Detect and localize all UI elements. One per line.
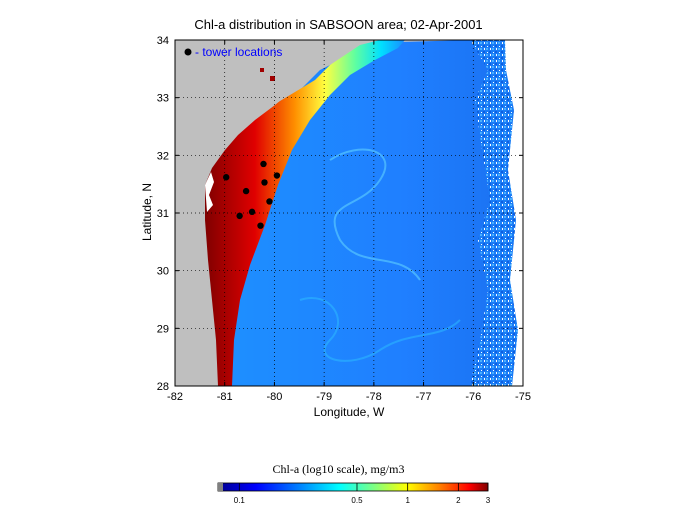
noisy-data-edge	[470, 40, 523, 386]
shelf-waters	[205, 40, 405, 386]
colorbar	[217, 482, 489, 492]
legend-label: - tower locations	[195, 45, 282, 59]
tower-marker	[260, 160, 267, 168]
colorbar-tick-label: 3	[486, 496, 491, 505]
coastline	[175, 40, 352, 386]
tower-markers	[223, 160, 281, 229]
legend-marker	[184, 48, 192, 56]
tower-marker	[266, 198, 273, 205]
coast-islands	[205, 172, 214, 212]
y-tick-label: 31	[157, 208, 169, 220]
x-tick-label: -76	[465, 391, 481, 403]
colorbar-ticks: 0.1 0.5 1 2 3	[234, 483, 491, 505]
grid	[175, 40, 523, 386]
tower-marker	[236, 212, 243, 220]
tower-marker	[223, 174, 230, 181]
y-tick-label: 28	[157, 381, 169, 393]
tower-marker	[242, 187, 250, 195]
y-tick-label: 33	[157, 93, 169, 105]
x-tick-label: -75	[515, 391, 531, 403]
map-title: Chl-a distribution in SABSOON area; 02-A…	[194, 17, 483, 32]
x-tick-label: -82	[167, 391, 183, 403]
x-tick-label: -77	[416, 391, 432, 403]
colorbar-tick-label: 1	[405, 496, 410, 505]
tower-marker	[257, 222, 264, 229]
eddy-feature	[299, 297, 461, 362]
x-tick-label: -81	[217, 391, 233, 403]
y-tick-label: 32	[157, 150, 169, 162]
colorbar-tick-label: 0.5	[351, 496, 363, 505]
no-data-area	[505, 40, 523, 386]
colorbar-title: Chl-a (log10 scale), mg/m3	[272, 462, 405, 476]
y-tick-label: 34	[157, 35, 169, 47]
y-axis-ticks: 28 29 30 31 32 33 34	[157, 35, 523, 393]
tower-marker	[248, 208, 256, 216]
y-tick-label: 30	[157, 266, 169, 278]
x-axis-label: Longitude, W	[313, 405, 385, 419]
offshore-feature	[260, 68, 264, 72]
tower-marker	[273, 172, 281, 179]
colorbar-land-swatch	[218, 483, 223, 491]
tower-marker	[261, 179, 268, 186]
x-tick-label: -78	[366, 391, 382, 403]
x-tick-label: -80	[266, 391, 282, 403]
eddy-feature	[329, 148, 421, 281]
offshore-feature	[270, 76, 275, 81]
x-axis-ticks: -82 -81 -80 -79 -78 -77 -76 -75	[167, 40, 531, 403]
colorbar-tick-label: 0.1	[234, 496, 246, 505]
y-tick-label: 29	[157, 323, 169, 335]
colorbar-tick-label: 2	[456, 496, 461, 505]
x-tick-label: -79	[316, 391, 332, 403]
